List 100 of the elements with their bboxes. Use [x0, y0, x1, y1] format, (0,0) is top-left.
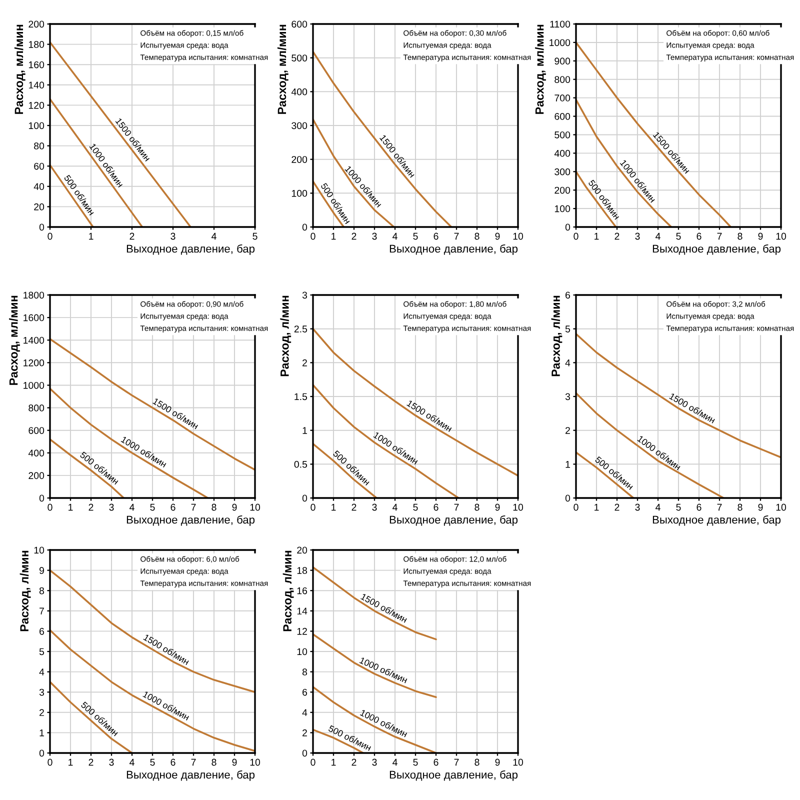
x-tick-label: 2 [614, 232, 620, 240]
y-tick-label: 4 [39, 668, 44, 676]
y-tick-label: 600 [292, 20, 308, 28]
y-tick-label: 2 [566, 427, 570, 434]
x-tick-label: 6 [434, 758, 438, 766]
y-tick-label: 100 [554, 205, 570, 212]
y-tick-label: 120 [28, 102, 44, 109]
y-tick-label: 16 [297, 587, 308, 594]
x-tick-label: 0 [310, 232, 316, 240]
x-axis-title: Выходное давление, бар [390, 244, 518, 255]
x-tick-label: 3 [372, 504, 377, 511]
y-tick-label: 600 [28, 427, 44, 434]
x-tick-label: 8 [738, 232, 742, 240]
y-tick-label: 100 [292, 190, 308, 197]
y-tick-label: 600 [554, 113, 570, 120]
x-axis-title: Выходное давление, бар [652, 515, 781, 526]
x-tick-label: 6 [434, 232, 438, 240]
y-tick-label: 60 [34, 162, 44, 170]
x-tick-label: 1 [89, 232, 94, 240]
x-tick-label: 3 [109, 504, 114, 511]
y-tick-label: 800 [554, 76, 570, 83]
y-tick-label: 1 [40, 730, 44, 736]
x-tick-label: 2 [130, 232, 134, 240]
y-tick-label: 9 [39, 567, 44, 574]
x-tick-label: 1 [332, 504, 336, 511]
x-tick-label: 9 [758, 504, 763, 511]
line-series [576, 170, 617, 227]
x-tick-label: 7 [717, 232, 722, 240]
x-tick-label: 1 [332, 232, 336, 240]
y-tick-label: 8 [39, 587, 44, 594]
y-tick-label: 0 [565, 494, 570, 502]
x-tick-label: 7 [454, 758, 459, 766]
x-tick-label: 0 [310, 758, 316, 766]
y-tick-label: 20 [297, 546, 308, 554]
x-tick-label: 10 [513, 232, 524, 240]
y-tick-label: 5 [39, 648, 44, 656]
x-tick-label: 7 [454, 232, 459, 240]
y-tick-label: 40 [34, 183, 44, 190]
y-axis-title: Расход, л/мин [280, 296, 292, 376]
y-tick-label: 300 [554, 168, 570, 176]
y-axis-title: Расход, мл/мин [535, 24, 546, 114]
y-tick-label: 400 [291, 88, 308, 96]
x-tick-label: 8 [474, 232, 480, 240]
y-tick-label: 6 [566, 292, 570, 299]
x-tick-label: 1 [68, 758, 73, 766]
line-series [313, 384, 460, 498]
y-tick-label: 6 [302, 688, 308, 696]
y-tick-label: 500 [292, 54, 308, 62]
y-axis-title: Расход, мл/мин [9, 296, 20, 385]
y-axis-title: Расход, мл/мин [277, 24, 288, 114]
x-tick-label: 0 [310, 504, 316, 511]
x-tick-label: 3 [635, 232, 640, 240]
x-tick-label: 8 [474, 504, 480, 511]
x-tick-label: 10 [250, 504, 260, 511]
y-tick-label: 20 [34, 203, 44, 210]
line-series [313, 633, 437, 698]
x-axis-title: Выходное давление, бар [390, 770, 518, 781]
x-tick-label: 10 [513, 504, 524, 511]
line-series [50, 388, 209, 498]
x-tick-label: 1 [332, 758, 336, 766]
x-tick-label: 10 [250, 758, 260, 766]
x-tick-label: 7 [191, 758, 196, 766]
y-tick-label: 4 [565, 360, 570, 366]
line-series [313, 50, 452, 227]
y-tick-label: 3 [39, 688, 44, 696]
x-tick-label: 0 [574, 504, 578, 511]
y-tick-label: 12 [297, 628, 307, 635]
y-tick-label: 1400 [24, 336, 44, 344]
x-tick-label: 0 [48, 232, 52, 240]
x-tick-label: 7 [191, 504, 196, 511]
y-tick-label: 5 [565, 326, 570, 332]
y-tick-label: 1200 [24, 359, 44, 366]
y-tick-label: 3 [565, 393, 570, 400]
y-tick-label: 1100 [550, 20, 570, 28]
x-axis-title: Выходное давление, бар [126, 515, 255, 526]
x-tick-label: 9 [495, 232, 500, 240]
y-tick-label: 400 [554, 150, 570, 157]
x-tick-label: 7 [454, 504, 459, 511]
x-tick-label: 9 [495, 758, 500, 766]
y-tick-label: 500 [554, 131, 570, 138]
y-tick-label: 0.5 [294, 460, 308, 468]
x-tick-label: 5 [252, 232, 258, 240]
x-tick-label: 8 [474, 758, 480, 766]
x-tick-label: 4 [392, 232, 398, 240]
y-tick-label: 200 [28, 472, 44, 480]
y-tick-label: 1800 [24, 292, 44, 299]
x-tick-label: 10 [513, 758, 524, 766]
y-tick-label: 900 [554, 58, 570, 65]
x-axis-title: Выходное давление, бар [126, 244, 255, 255]
y-tick-label: 3 [302, 292, 308, 299]
x-tick-label: 5 [676, 232, 681, 240]
y-tick-label: 10 [297, 648, 308, 656]
x-tick-label: 0 [574, 232, 578, 240]
x-tick-label: 6 [696, 504, 702, 511]
x-axis-title: Выходное давление, бар [126, 770, 255, 781]
y-tick-label: 0 [39, 494, 44, 502]
y-tick-label: 800 [28, 404, 44, 412]
y-tick-label: 1 [302, 427, 307, 434]
x-tick-label: 2 [352, 504, 356, 511]
x-tick-label: 1 [68, 504, 73, 511]
